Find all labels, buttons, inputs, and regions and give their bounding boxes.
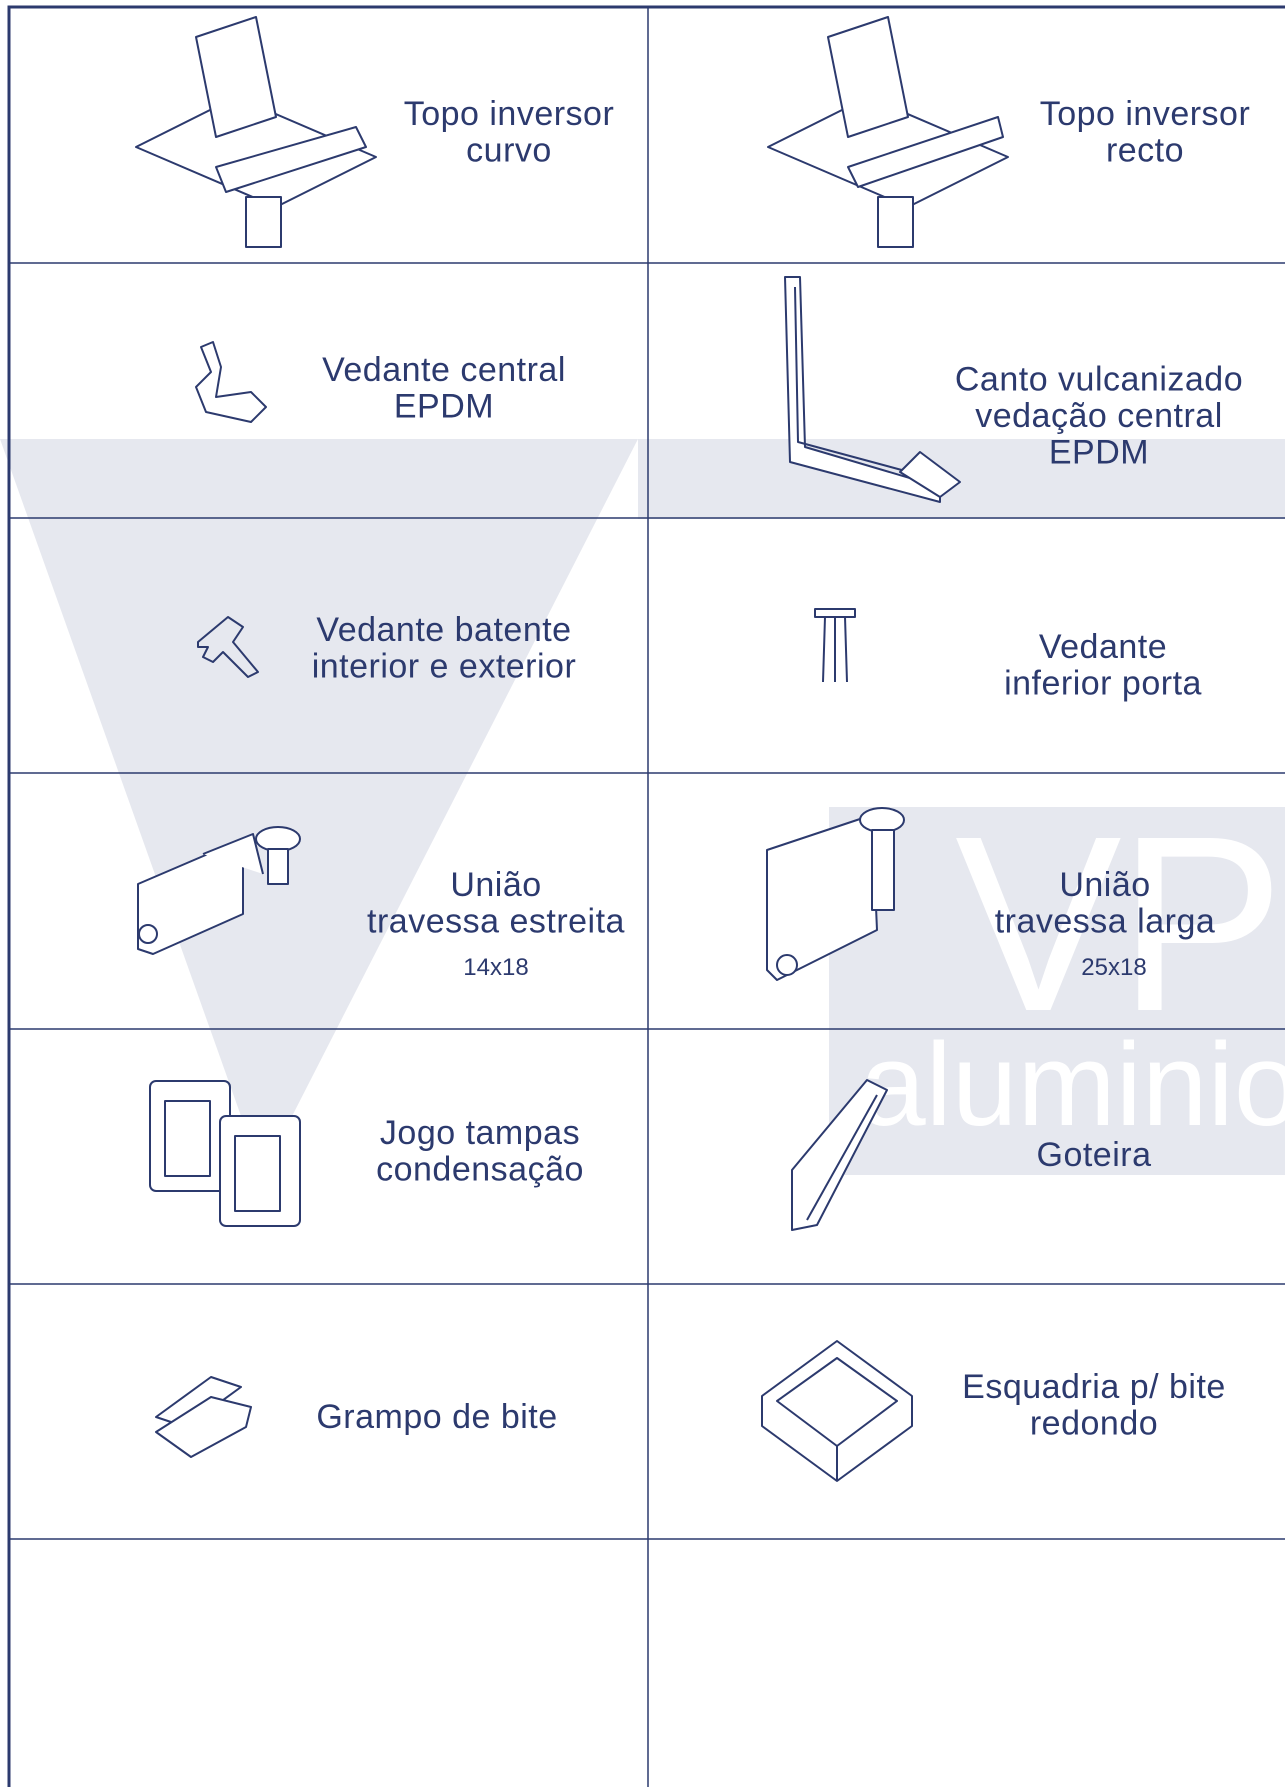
grid	[7, 5, 1285, 1787]
item-label: Topo inversor	[1040, 95, 1251, 133]
item-label: inferior porta	[1004, 664, 1202, 702]
item-label: Canto vulcanizado	[955, 361, 1243, 399]
watermark: VP aluminio	[0, 439, 1285, 1175]
item-label: Esquadria p/ bite	[962, 1368, 1226, 1406]
item-icon	[767, 16, 1009, 248]
item-icon	[784, 276, 961, 503]
item-label: redondo	[1030, 1404, 1158, 1442]
icon-part	[219, 1115, 301, 1227]
icon-part	[766, 814, 878, 981]
item-icon	[791, 1079, 888, 1231]
item-icon	[761, 1340, 913, 1482]
watermark-band	[638, 439, 1285, 519]
item-icon	[814, 608, 856, 683]
item-label: Grampo de bite	[316, 1398, 557, 1436]
frame	[7, 5, 1285, 1787]
item-label: vedação central	[975, 397, 1223, 435]
item-label: Vedante	[1039, 628, 1167, 666]
item-label: EPDM	[1049, 434, 1149, 472]
icon-part	[202, 833, 264, 875]
item-icon	[197, 616, 259, 678]
icon-part	[767, 96, 1009, 208]
icons	[135, 16, 1009, 1482]
icon-part	[195, 341, 267, 423]
item-icon	[135, 16, 377, 248]
icon-part	[847, 116, 1004, 188]
item-size: 25x18	[1081, 954, 1146, 981]
item-label: condensação	[376, 1150, 584, 1188]
item-label: interior e exterior	[312, 647, 577, 685]
watermark-triangle	[0, 439, 638, 1175]
icon-part	[791, 1079, 888, 1231]
icon-part	[234, 1135, 281, 1212]
watermark-logo: VP	[955, 784, 1281, 1063]
item-label: Vedante batente	[316, 611, 571, 649]
icon-part	[138, 924, 158, 944]
icon-part	[245, 196, 282, 248]
item-label: Jogo tampas	[380, 1114, 580, 1152]
icon-part	[155, 1396, 252, 1458]
icon-part	[814, 608, 856, 618]
item-label: Topo inversor	[404, 95, 615, 133]
icon-part	[195, 16, 277, 138]
icon-part	[827, 16, 909, 138]
icon-part	[776, 1357, 898, 1481]
icon-part	[197, 616, 259, 678]
item-label: curvo	[466, 131, 552, 169]
icon-part	[149, 1080, 231, 1192]
item-icon	[766, 807, 905, 981]
icon-part	[899, 451, 961, 498]
icon-part	[806, 1094, 878, 1221]
icon-part	[877, 196, 914, 248]
item-label: travessa estreita	[367, 902, 625, 940]
icon-part	[859, 807, 905, 833]
item-icon	[137, 826, 301, 955]
item-label: Goteira	[1037, 1136, 1152, 1174]
icon-part	[255, 826, 301, 852]
icon-part	[761, 1340, 913, 1482]
item-icon	[195, 341, 267, 423]
icon-part	[794, 286, 936, 480]
item-label: União	[1059, 866, 1150, 904]
item-size: 14x18	[463, 954, 528, 981]
watermark-word: aluminio	[860, 1019, 1285, 1151]
icon-part	[267, 848, 289, 885]
item-label: travessa larga	[995, 902, 1216, 940]
item-icon	[149, 1080, 301, 1227]
icon-part	[871, 829, 895, 911]
item-label: recto	[1106, 131, 1184, 169]
watermark-block	[829, 807, 1285, 1175]
item-label: Vedante central	[322, 351, 566, 389]
icon-part	[164, 1100, 211, 1177]
item-label: EPDM	[394, 387, 494, 425]
item-label: União	[450, 866, 541, 904]
icon-part	[215, 126, 367, 193]
icon-part	[776, 954, 798, 976]
icon-part	[822, 616, 848, 683]
item-icon	[155, 1376, 252, 1458]
